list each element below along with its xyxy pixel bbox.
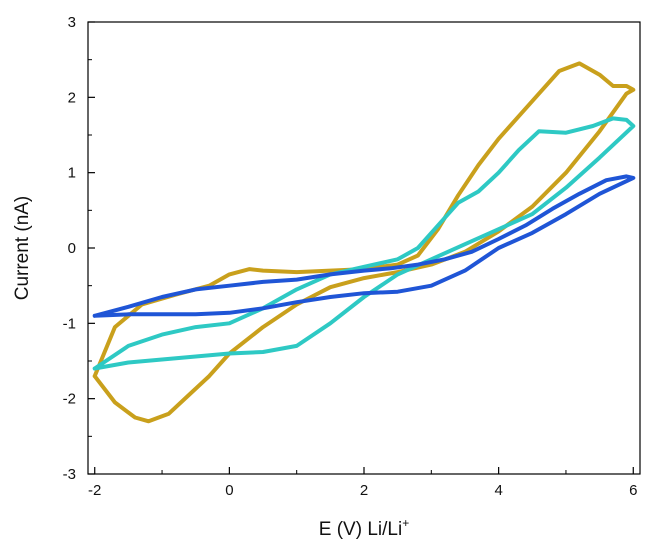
axis-layer: -2 0 2 4 6 -3 -2 -1 0 1 2 3 (63, 14, 638, 499)
series-layer (92, 61, 636, 424)
x-tick-label: -2 (88, 482, 101, 499)
x-tick-label: 0 (225, 482, 233, 499)
y-axis-title: Current (nA) (12, 196, 33, 301)
series-line-3 (92, 174, 636, 318)
y-tick-label: 1 (68, 165, 76, 182)
x-axis-title-superscript: + (402, 516, 409, 530)
x-axis-title-main: E (V) Li/Li (319, 519, 402, 540)
x-tick-label: 6 (629, 482, 637, 499)
plot-frame (87, 21, 641, 475)
series-line-1 (92, 61, 636, 424)
y-tick-label: -3 (63, 466, 76, 483)
y-tick-label: 0 (68, 240, 76, 257)
x-axis-title: E (V) Li/Li+ (319, 516, 409, 540)
y-tick-label: 3 (68, 14, 76, 31)
y-tick-label: -2 (63, 391, 76, 408)
y-tick-label: 2 (68, 89, 76, 106)
x-tick-label: 4 (494, 482, 502, 499)
y-tick-label: -1 (63, 315, 76, 332)
series-line-2 (92, 116, 636, 371)
x-tick-label: 2 (360, 482, 368, 499)
